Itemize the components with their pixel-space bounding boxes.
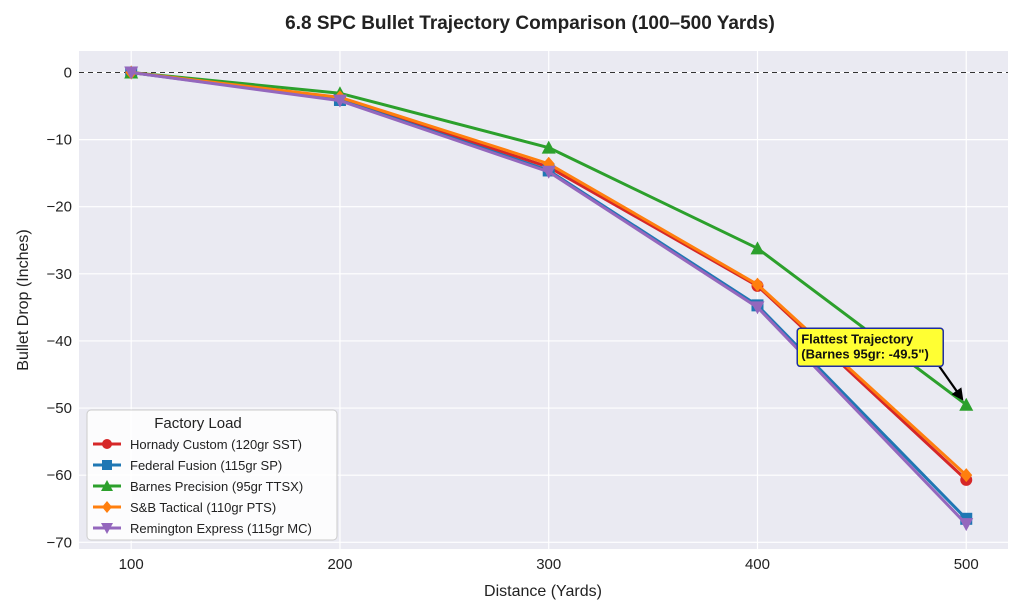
legend-box bbox=[86, 409, 338, 541]
data-point-marker bbox=[541, 165, 556, 179]
annotation-text: Flattest Trajectory bbox=[801, 331, 914, 346]
x-tick-labels: 100 200 300 400 500 bbox=[119, 556, 979, 573]
legend: Factory Load Hornady Custom (120gr SST) Fe… bbox=[86, 409, 338, 541]
legend-label: Federal Fusion (115gr SP) bbox=[130, 458, 282, 473]
legend-entry: Hornady Custom (120gr SST) bbox=[93, 437, 302, 452]
annotation: Flattest Trajectory(Barnes 95gr: -49.5") bbox=[796, 327, 964, 401]
y-tick-label: 0 bbox=[64, 64, 72, 81]
legend-entry: Barnes Precision (95gr TTSX) bbox=[93, 479, 303, 494]
series-triangle-down bbox=[124, 66, 974, 532]
annotation-arrow bbox=[938, 365, 960, 395]
y-tick-labels: 0 −10 −20 −30 −40 −50 −60 −70 bbox=[47, 64, 72, 551]
legend-entry: Federal Fusion (115gr SP) bbox=[93, 458, 282, 473]
data-point-marker bbox=[124, 66, 139, 80]
legend-entry: S&B Tactical (110gr PTS) bbox=[93, 500, 276, 515]
data-point-marker bbox=[751, 277, 764, 292]
y-tick-label: −60 bbox=[47, 467, 72, 484]
legend-title: Factory Load bbox=[154, 415, 242, 432]
data-point-marker bbox=[332, 94, 347, 108]
x-tick-label: 200 bbox=[327, 556, 352, 573]
data-point-marker bbox=[959, 518, 974, 532]
data-point-marker bbox=[101, 523, 113, 534]
x-tick-label: 400 bbox=[745, 556, 770, 573]
y-tick-label: −10 bbox=[47, 132, 72, 149]
data-point-marker bbox=[959, 397, 974, 411]
y-axis-label: Bullet Drop (Inches) bbox=[15, 229, 32, 370]
legend-label: Hornady Custom (120gr SST) bbox=[130, 437, 302, 452]
y-tick-label: −50 bbox=[47, 400, 72, 417]
data-point-marker bbox=[750, 241, 765, 255]
x-tick-label: 300 bbox=[536, 556, 561, 573]
y-tick-label: −40 bbox=[47, 333, 72, 350]
data-point-marker bbox=[102, 501, 112, 513]
data-point-marker bbox=[960, 468, 973, 483]
y-tick-label: −70 bbox=[47, 534, 72, 551]
chart-title: 6.8 SPC Bullet Trajectory Comparison (10… bbox=[285, 13, 775, 34]
annotation-text: (Barnes 95gr: -49.5") bbox=[801, 346, 929, 361]
annotation-box bbox=[796, 327, 944, 368]
annotation-arrowhead bbox=[951, 387, 964, 401]
legend-entry: Remington Express (115gr MC) bbox=[93, 521, 312, 536]
data-point-marker bbox=[750, 301, 765, 315]
x-axis-label: Distance (Yards) bbox=[484, 583, 602, 600]
data-point-marker bbox=[101, 480, 113, 491]
legend-label: S&B Tactical (110gr PTS) bbox=[130, 500, 276, 515]
data-point-marker bbox=[541, 140, 556, 154]
x-tick-label: 100 bbox=[119, 556, 144, 573]
x-tick-label: 500 bbox=[954, 556, 979, 573]
legend-label: Remington Express (115gr MC) bbox=[130, 521, 312, 536]
data-point-marker bbox=[102, 460, 112, 470]
legend-label: Barnes Precision (95gr TTSX) bbox=[130, 479, 303, 494]
data-point-marker bbox=[102, 439, 112, 449]
y-tick-label: −30 bbox=[47, 266, 72, 283]
y-tick-label: −20 bbox=[47, 199, 72, 216]
